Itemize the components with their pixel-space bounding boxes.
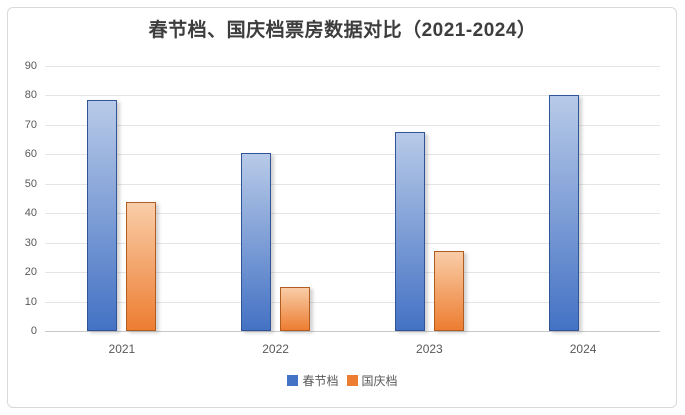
bar-national-day-2022: [280, 286, 311, 331]
legend-label-national-day: 国庆档: [361, 374, 398, 388]
gridline: [45, 154, 660, 156]
x-tick-label: 2023: [416, 342, 443, 356]
gridline: [45, 213, 660, 215]
gridline: [45, 183, 660, 185]
gridline: [45, 66, 660, 67]
x-axis-line: [45, 331, 660, 332]
bar-spring-festival-2023: [394, 132, 425, 331]
gridline: [45, 124, 660, 126]
plot-area: 0 10 20 30 40 50 60 70 80 90 2021 2022 2023 2024: [25, 60, 660, 356]
gridline: [45, 95, 660, 97]
legend-label-spring-festival: 春节档: [302, 374, 339, 388]
bar-national-day-2021: [126, 201, 157, 331]
legend-swatch-national-day: [346, 375, 358, 386]
y-tick-label: 60: [24, 148, 37, 161]
y-tick-label: 0: [30, 325, 37, 337]
y-tick-label: 80: [24, 89, 37, 102]
x-tick-label: 2024: [569, 342, 597, 356]
legend-swatch-spring-festival: [287, 375, 299, 386]
bar-spring-festival-2024: [548, 94, 579, 331]
gridline: [45, 242, 660, 244]
bar-spring-festival-2022: [241, 153, 272, 331]
gridline: [45, 272, 660, 274]
legend-item-spring-festival: 春节档: [287, 372, 339, 389]
chart-title: 春节档、国庆档票房数据对比（2021-2024）: [148, 20, 537, 41]
x-tick-label: 2022: [262, 342, 289, 356]
bar-national-day-2023: [433, 250, 464, 331]
legend-item-national-day: 国庆档: [346, 372, 398, 389]
y-tick-label: 10: [24, 295, 37, 308]
legend: 春节档 国庆档: [0, 372, 685, 389]
y-tick-label: 70: [24, 118, 37, 131]
y-tick-label: 90: [24, 60, 37, 72]
y-tick-label: 50: [24, 177, 37, 190]
y-tick-label: 30: [24, 236, 37, 249]
y-tick-label: 20: [24, 266, 37, 279]
y-tick-label: 40: [24, 207, 37, 220]
x-tick-label: 2021: [108, 342, 136, 356]
gridline: [45, 301, 660, 303]
bar-spring-festival-2021: [87, 100, 118, 331]
